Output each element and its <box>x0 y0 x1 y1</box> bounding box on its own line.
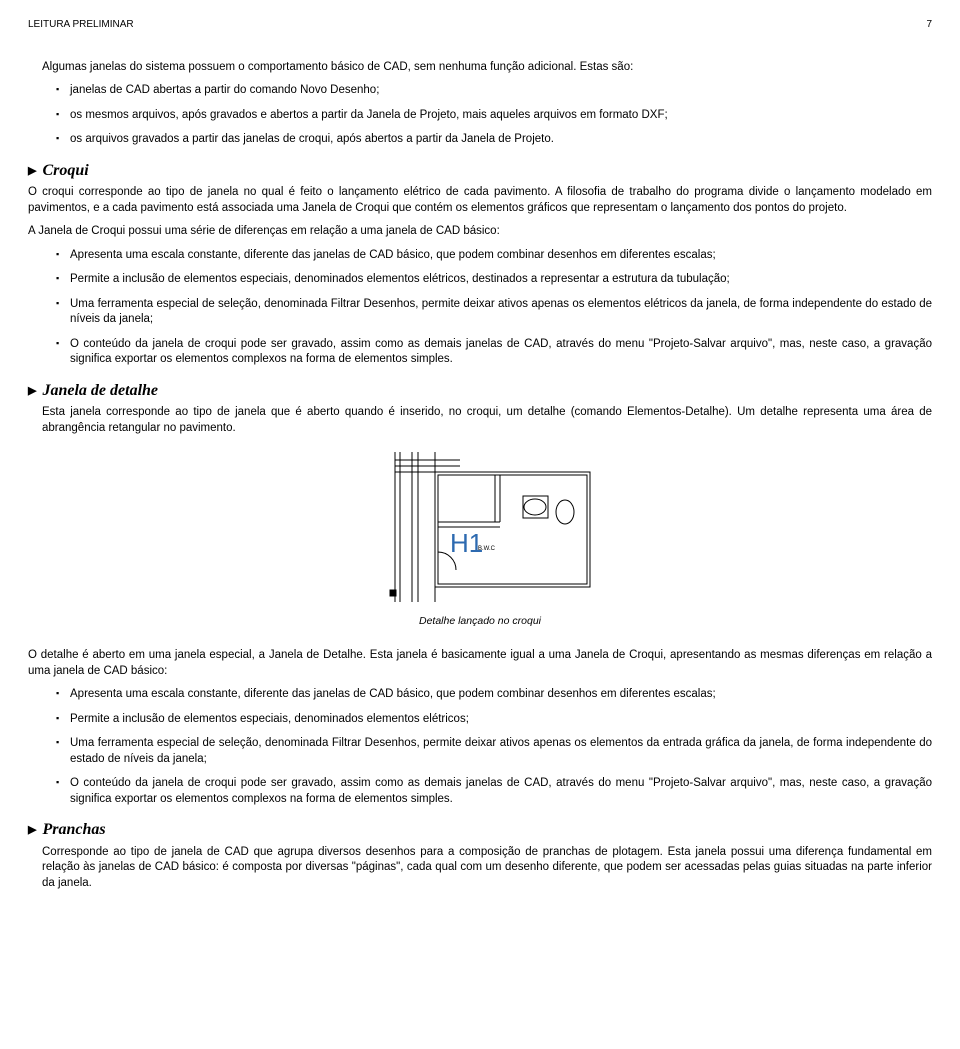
figure-croqui-diagram: H1 B.W.C <box>28 452 932 608</box>
detalhe-paragraph-2: O detalhe é aberto em uma janela especia… <box>28 648 932 679</box>
intro-bullet-list: janelas de CAD abertas a partir do coman… <box>28 83 932 148</box>
detalhe-paragraph-1: Esta janela corresponde ao tipo de janel… <box>42 405 932 436</box>
list-item: os mesmos arquivos, após gravados e aber… <box>56 108 932 124</box>
header-page-number: 7 <box>926 18 932 32</box>
intro-paragraph: Algumas janelas do sistema possuem o com… <box>42 60 932 76</box>
list-item: janelas de CAD abertas a partir do coman… <box>56 83 932 99</box>
section-heading-detalhe: Janela de detalhe <box>28 380 932 402</box>
list-item: Apresenta uma escala constante, diferent… <box>56 687 932 703</box>
list-item: Uma ferramenta especial de seleção, deno… <box>56 736 932 767</box>
list-item: Permite a inclusão de elementos especiai… <box>56 272 932 288</box>
figure-bwc-label: B.W.C <box>478 546 496 552</box>
detalhe-bullet-list: Apresenta uma escala constante, diferent… <box>28 687 932 807</box>
list-item: O conteúdo da janela de croqui pode ser … <box>56 776 932 807</box>
section-heading-croqui: Croqui <box>28 160 932 182</box>
section-heading-pranchas: Pranchas <box>28 819 932 841</box>
croqui-paragraph-1: O croqui corresponde ao tipo de janela n… <box>28 185 932 216</box>
list-item: os arquivos gravados a partir das janela… <box>56 132 932 148</box>
croqui-paragraph-2: A Janela de Croqui possui uma série de d… <box>28 224 932 240</box>
header-left: LEITURA PRELIMINAR <box>28 18 134 32</box>
list-item: O conteúdo da janela de croqui pode ser … <box>56 337 932 368</box>
croqui-bullet-list: Apresenta uma escala constante, diferent… <box>28 248 932 368</box>
figure-caption: Detalhe lançado no croqui <box>28 614 932 628</box>
croqui-floorplan-svg: H1 B.W.C <box>360 452 600 602</box>
pranchas-paragraph: Corresponde ao tipo de janela de CAD que… <box>42 845 932 892</box>
list-item: Uma ferramenta especial de seleção, deno… <box>56 297 932 328</box>
list-item: Apresenta uma escala constante, diferent… <box>56 248 932 264</box>
page-header: LEITURA PRELIMINAR 7 <box>28 18 932 32</box>
list-item: Permite a inclusão de elementos especiai… <box>56 712 932 728</box>
figure-h1-label: H1 <box>450 528 483 558</box>
